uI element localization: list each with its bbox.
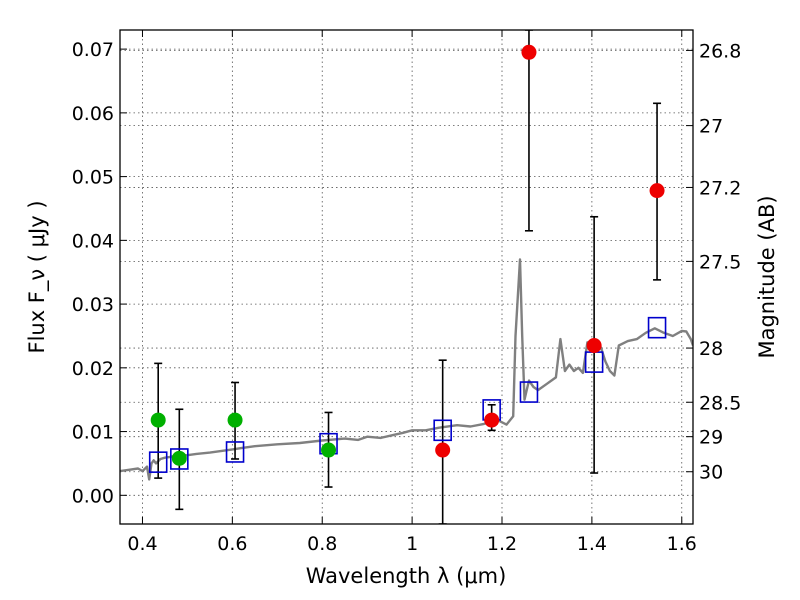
y-tick-label: 0.03 — [72, 294, 114, 316]
x-tick-label: 0.6 — [217, 533, 247, 555]
observed-point-red — [521, 44, 537, 60]
y-tick-label: 0.06 — [72, 103, 114, 125]
observed-point-green — [321, 442, 337, 458]
x-tick-label: 1.2 — [487, 533, 517, 555]
ticks: 0.4 0.6 0.8 1 1.2 1.4 1.6 0.00 0.01 0.02 0.03 0.04 0… — [72, 30, 741, 555]
plot-area — [120, 30, 693, 524]
right-tick-label: 28 — [699, 338, 723, 360]
model-phot-square — [433, 419, 452, 442]
model-phot-square — [647, 316, 667, 339]
axes-frame — [119, 29, 694, 525]
model-spectrum-line — [120, 258, 693, 481]
observed-point-green — [150, 412, 166, 428]
x-tick-label: 1.6 — [667, 533, 697, 555]
model-phot-square — [170, 448, 189, 470]
y-tick-label: 0.07 — [72, 39, 114, 61]
observed-point-green — [171, 450, 187, 466]
model-phot-square — [148, 451, 168, 473]
right-tick-label: 28.5 — [699, 392, 741, 414]
observed-point-green — [227, 412, 243, 428]
right-tick-label: 26.8 — [699, 40, 741, 62]
observed-point-red — [484, 412, 500, 428]
right-tick-label: 30 — [699, 462, 723, 484]
x-tick-label: 0.4 — [127, 533, 157, 555]
observed-point-red — [649, 183, 665, 199]
y-tick-label: 0.01 — [72, 422, 114, 444]
right-tick-label: 27.2 — [699, 177, 741, 199]
model-phot-square — [225, 441, 245, 463]
y-tick-label: 0.00 — [72, 485, 114, 507]
x-tick-label: 1.4 — [577, 533, 607, 555]
y-tick-label: 0.02 — [72, 358, 114, 380]
x-tick-label: 0.8 — [307, 533, 337, 555]
y-tick-label: 0.05 — [72, 167, 114, 189]
right-tick-label: 27 — [699, 116, 723, 138]
right-tick-label: 29 — [699, 427, 723, 449]
observed-point-red — [435, 442, 451, 458]
right-tick-label: 27.5 — [699, 251, 741, 273]
y-tick-label: 0.04 — [72, 230, 114, 252]
y-axis-label: Flux F_ν ( μJy ) — [25, 200, 50, 353]
y-axis-right-label: Magnitude (AB) — [755, 195, 779, 358]
x-axis-label: Wavelength λ (μm) — [306, 564, 507, 588]
x-tick-label: 1 — [406, 533, 418, 555]
observed-point-red — [586, 338, 602, 354]
model-phot-square — [519, 381, 539, 403]
grid — [120, 30, 693, 524]
